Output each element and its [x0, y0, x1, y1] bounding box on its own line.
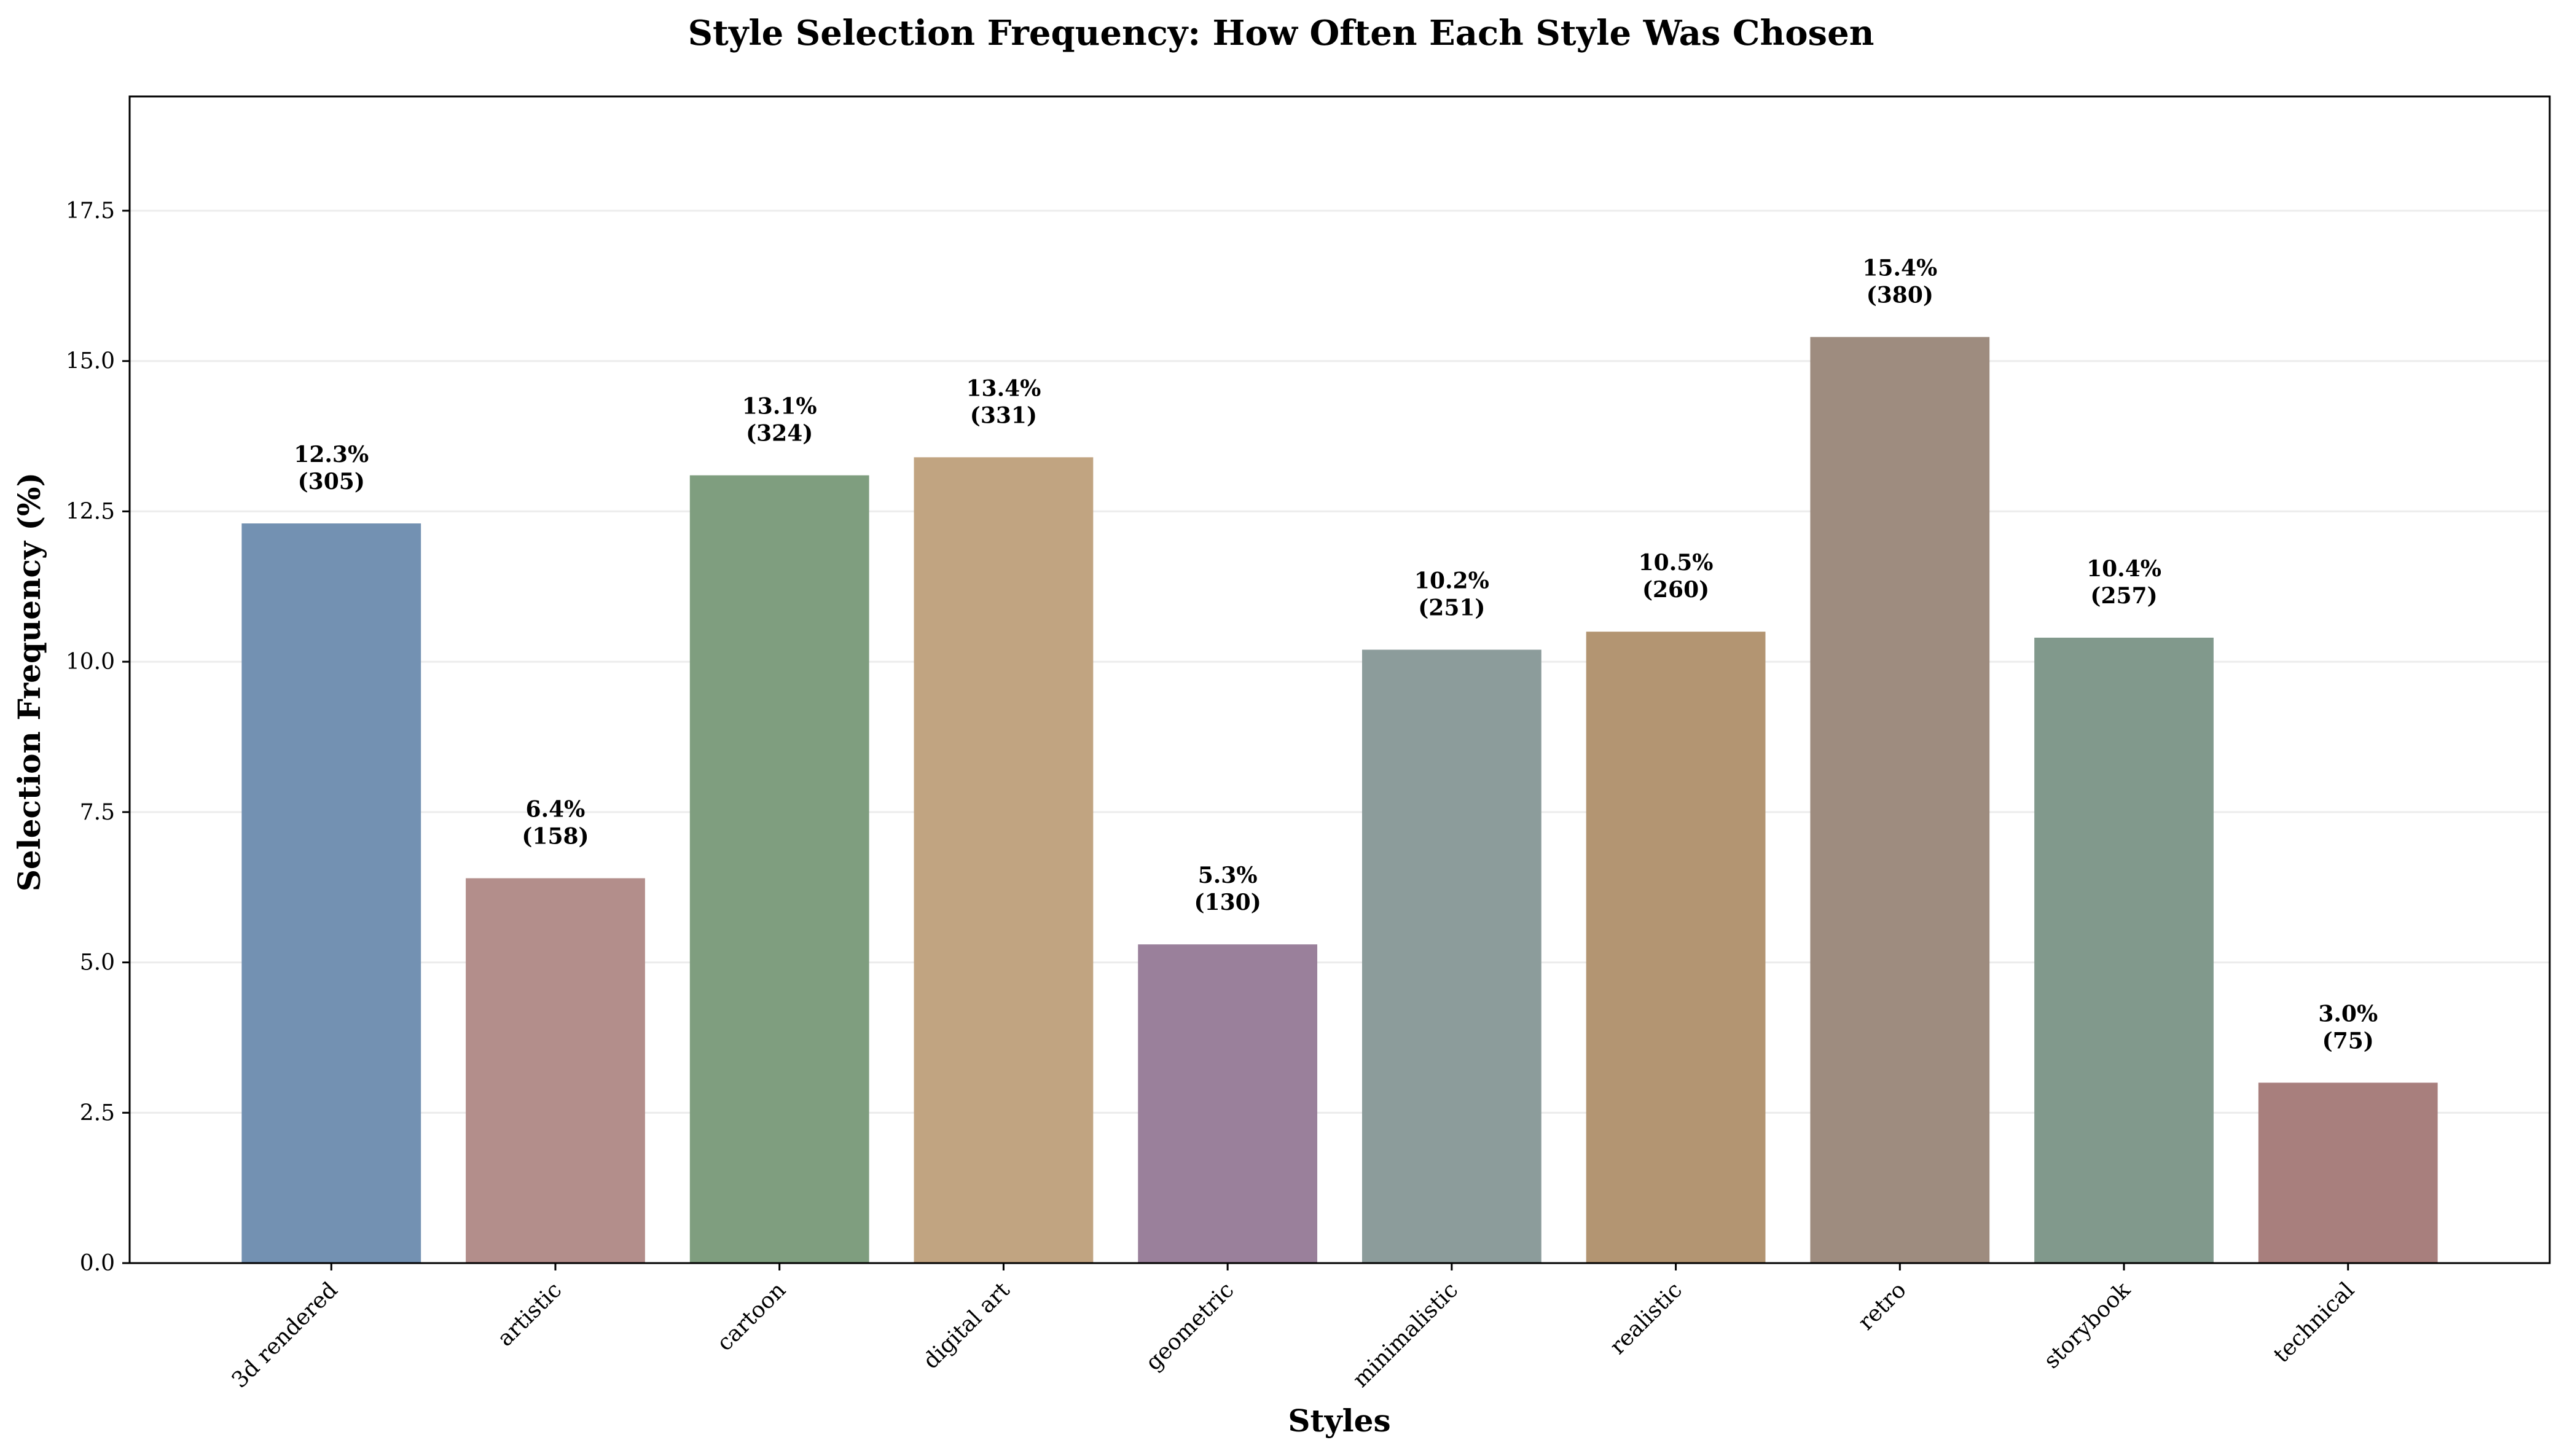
value-label: 12.3% [294, 442, 369, 468]
bar [241, 523, 421, 1263]
x-tick-label: digital art [919, 1277, 1015, 1374]
bar [689, 475, 869, 1263]
bar [1586, 632, 1766, 1263]
x-tick-label: 3d rendered [227, 1277, 343, 1393]
bar [2258, 1082, 2438, 1263]
y-axis: 0.0 2.5 5.0 7.5 10.0 12.5 15.0 17.5 [66, 198, 130, 1276]
y-tick-label: 10.0 [66, 649, 115, 675]
y-tick-label: 0.0 [80, 1251, 115, 1276]
bar [1361, 649, 1542, 1263]
count-label: (324) [746, 421, 813, 447]
count-label: (251) [1418, 595, 1485, 621]
x-tick-label: geometric [1141, 1277, 1239, 1376]
x-axis-label: Styles [1288, 1403, 1390, 1439]
x-axis: 3d rendered artistic cartoon digital art geo… [227, 1263, 2359, 1393]
chart-title: Style Selection Frequency: How Often Eac… [688, 13, 1874, 53]
y-tick-label: 7.5 [80, 800, 115, 825]
x-tick-label: retro [1854, 1277, 1911, 1335]
x-tick-label: realistic [1605, 1277, 1687, 1359]
bar [1138, 944, 1318, 1263]
count-label: (331) [970, 402, 1037, 428]
value-labels: 12.3%(305) 6.4%(158) 13.1%(324) 13.4%(331) 5… [294, 256, 2378, 1054]
count-label: (305) [298, 469, 365, 495]
bar [1810, 337, 1990, 1263]
value-label: 15.4% [1862, 256, 1937, 281]
count-label: (75) [2322, 1028, 2374, 1054]
value-label: 3.0% [2318, 1001, 2378, 1027]
x-tick-label: storybook [2039, 1277, 2136, 1374]
y-tick-label: 5.0 [80, 950, 115, 976]
count-label: (130) [1194, 890, 1261, 915]
count-label: (260) [1642, 577, 1709, 603]
y-axis-label: Selection Frequency (%) [11, 472, 47, 891]
x-tick-label: minimalistic [1348, 1277, 1463, 1392]
count-label: (380) [1867, 283, 1933, 308]
count-label: (257) [2090, 583, 2157, 609]
value-label: 10.2% [1414, 568, 1489, 594]
value-label: 6.4% [526, 797, 586, 823]
y-tick-label: 15.0 [66, 349, 115, 374]
bar [914, 457, 1094, 1263]
x-tick-label: technical [2269, 1277, 2359, 1368]
value-label: 5.3% [1198, 863, 1258, 888]
y-tick-label: 2.5 [80, 1100, 115, 1125]
bars [241, 337, 2438, 1263]
value-label: 13.4% [966, 375, 1041, 401]
plot-frame [128, 95, 2551, 1264]
bar [2034, 637, 2214, 1263]
value-label: 13.1% [742, 394, 817, 420]
x-tick-label: cartoon [712, 1277, 791, 1356]
value-label: 10.4% [2086, 556, 2161, 582]
count-label: (158) [522, 824, 589, 850]
value-label: 10.5% [1639, 550, 1714, 576]
y-tick-label: 17.5 [66, 198, 115, 224]
bar [466, 878, 645, 1263]
x-tick-label: artistic [493, 1277, 566, 1351]
y-tick-label: 12.5 [66, 499, 115, 524]
